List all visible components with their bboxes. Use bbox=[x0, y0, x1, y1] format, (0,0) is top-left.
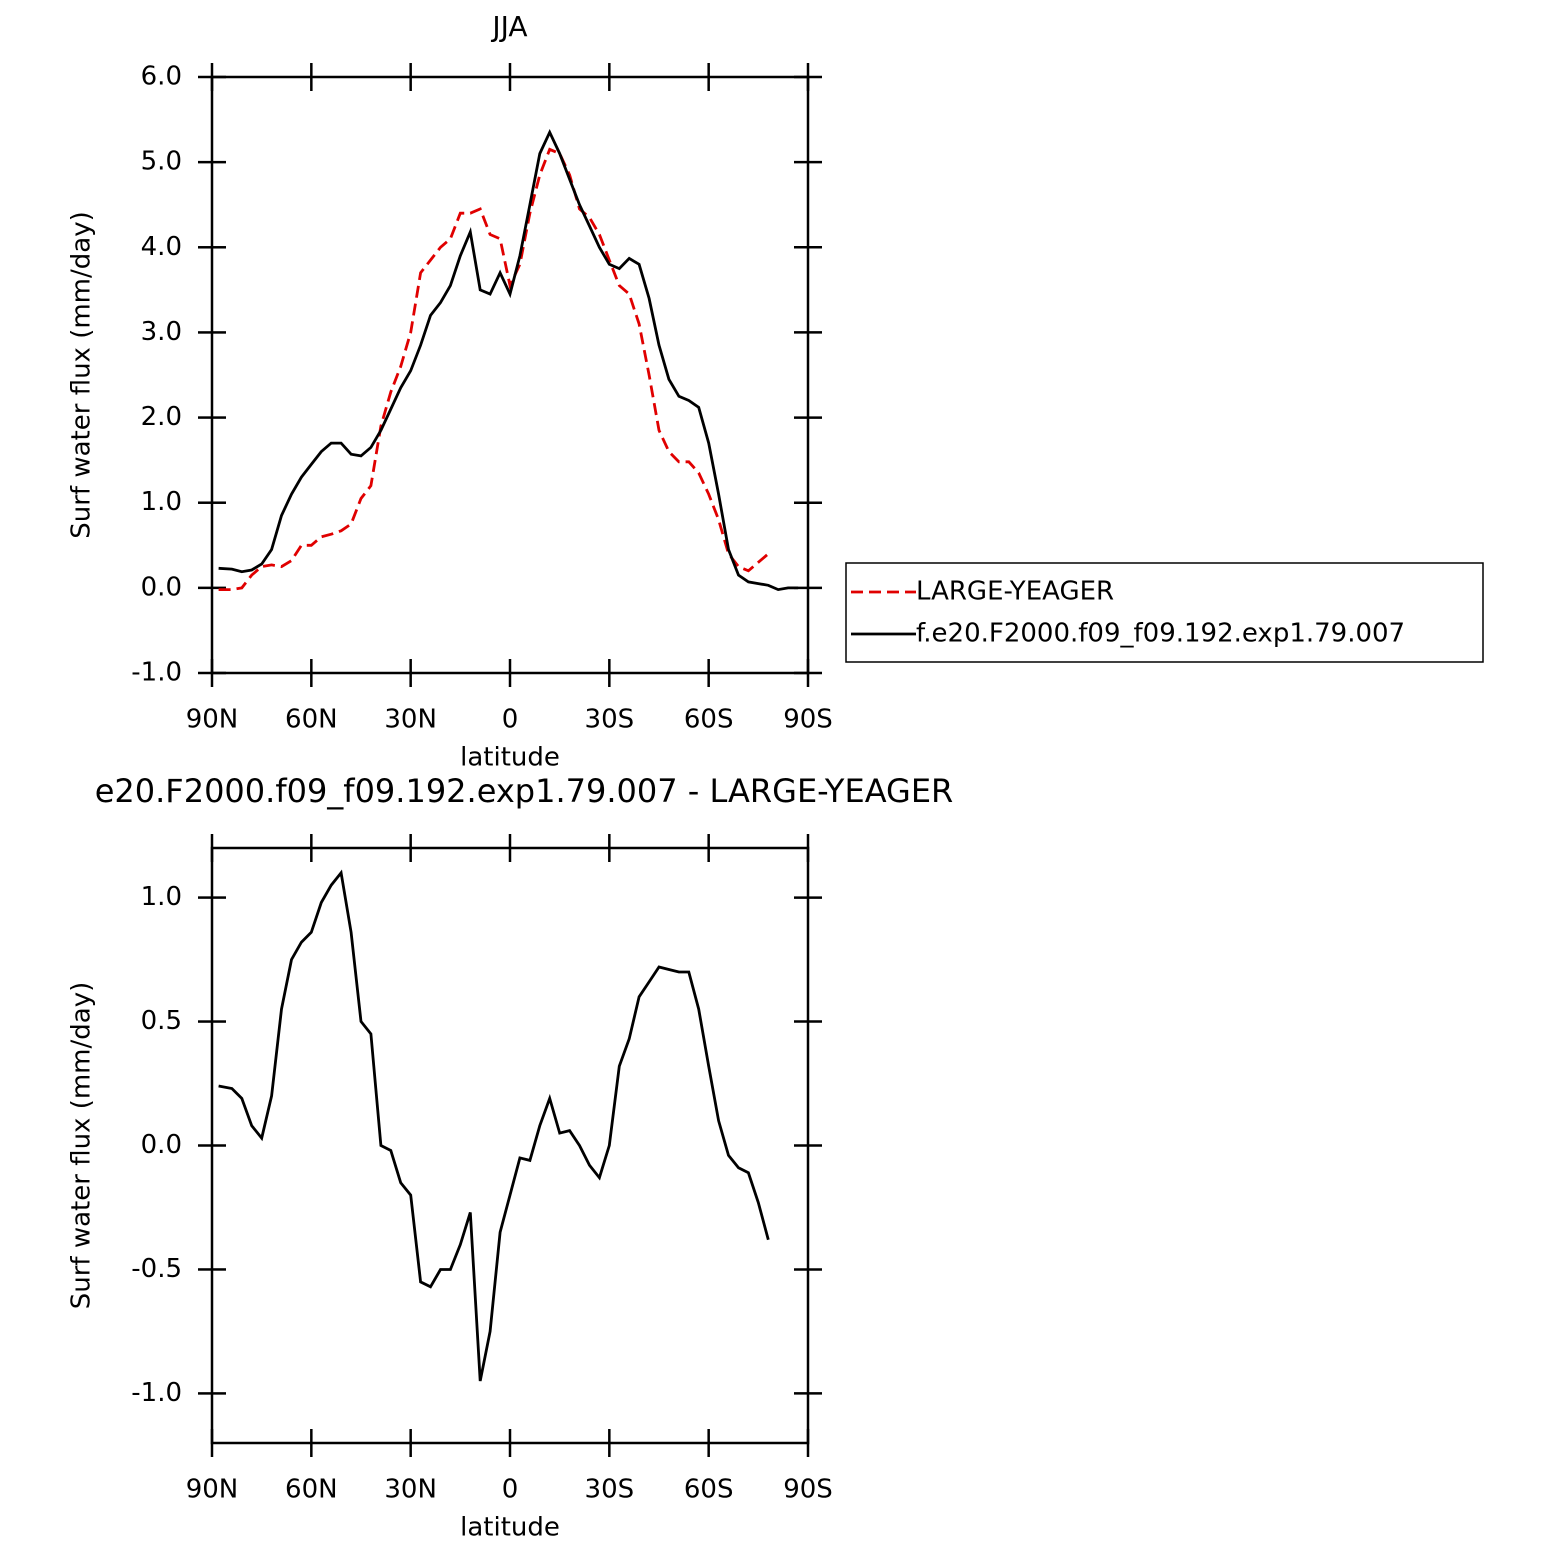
legend-label: f.e20.F2000.f09_f09.192.exp1.79.007 bbox=[916, 619, 1405, 649]
chart-title: JJA bbox=[490, 10, 527, 43]
y-tick-label: 1.0 bbox=[141, 882, 182, 912]
y-tick-label: 1.0 bbox=[141, 487, 182, 517]
x-tick-label: 90S bbox=[783, 705, 833, 735]
data-line bbox=[218, 147, 770, 591]
chart-title: e20.F2000.f09_f09.192.exp1.79.007 - LARG… bbox=[95, 772, 954, 810]
y-tick-label: 3.0 bbox=[141, 317, 182, 347]
x-axis-label: latitude bbox=[460, 743, 560, 773]
x-tick-label: 60S bbox=[684, 1475, 734, 1505]
y-axis-label: Surf water flux (mm/day) bbox=[67, 982, 97, 1309]
y-tick-label: 0.5 bbox=[141, 1006, 182, 1036]
x-tick-label: 0 bbox=[502, 705, 519, 735]
y-tick-label: 2.0 bbox=[141, 402, 182, 432]
y-tick-label: -0.5 bbox=[131, 1254, 182, 1284]
y-tick-label: 0.0 bbox=[141, 1130, 182, 1160]
y-tick-label: -1.0 bbox=[131, 658, 182, 688]
legend-box bbox=[845, 562, 1484, 663]
y-tick-label: -1.0 bbox=[131, 1378, 182, 1408]
x-tick-label: 30N bbox=[384, 1475, 437, 1505]
x-tick-label: 60N bbox=[285, 705, 338, 735]
x-tick-label: 60S bbox=[684, 705, 734, 735]
y-tick-label: 4.0 bbox=[141, 232, 182, 262]
x-tick-label: 30S bbox=[585, 705, 635, 735]
x-tick-label: 30N bbox=[384, 705, 437, 735]
x-tick-label: 0 bbox=[502, 1475, 519, 1505]
data-line bbox=[218, 128, 799, 592]
x-tick-label: 30S bbox=[585, 1475, 635, 1505]
y-tick-label: 6.0 bbox=[141, 62, 182, 92]
legend-label: LARGE-YEAGER bbox=[916, 577, 1114, 607]
plot-frame bbox=[210, 75, 810, 675]
x-axis-label: latitude bbox=[460, 1513, 560, 1543]
x-tick-label: 90S bbox=[783, 1475, 833, 1505]
plot-frame bbox=[210, 846, 810, 1445]
x-tick-label: 60N bbox=[285, 1475, 338, 1505]
y-axis-label: Surf water flux (mm/day) bbox=[67, 211, 97, 538]
y-tick-label: 5.0 bbox=[141, 147, 182, 177]
x-tick-label: 90N bbox=[186, 705, 239, 735]
data-line bbox=[218, 869, 770, 1382]
y-tick-label: 0.0 bbox=[141, 572, 182, 602]
x-tick-label: 90N bbox=[186, 1475, 239, 1505]
